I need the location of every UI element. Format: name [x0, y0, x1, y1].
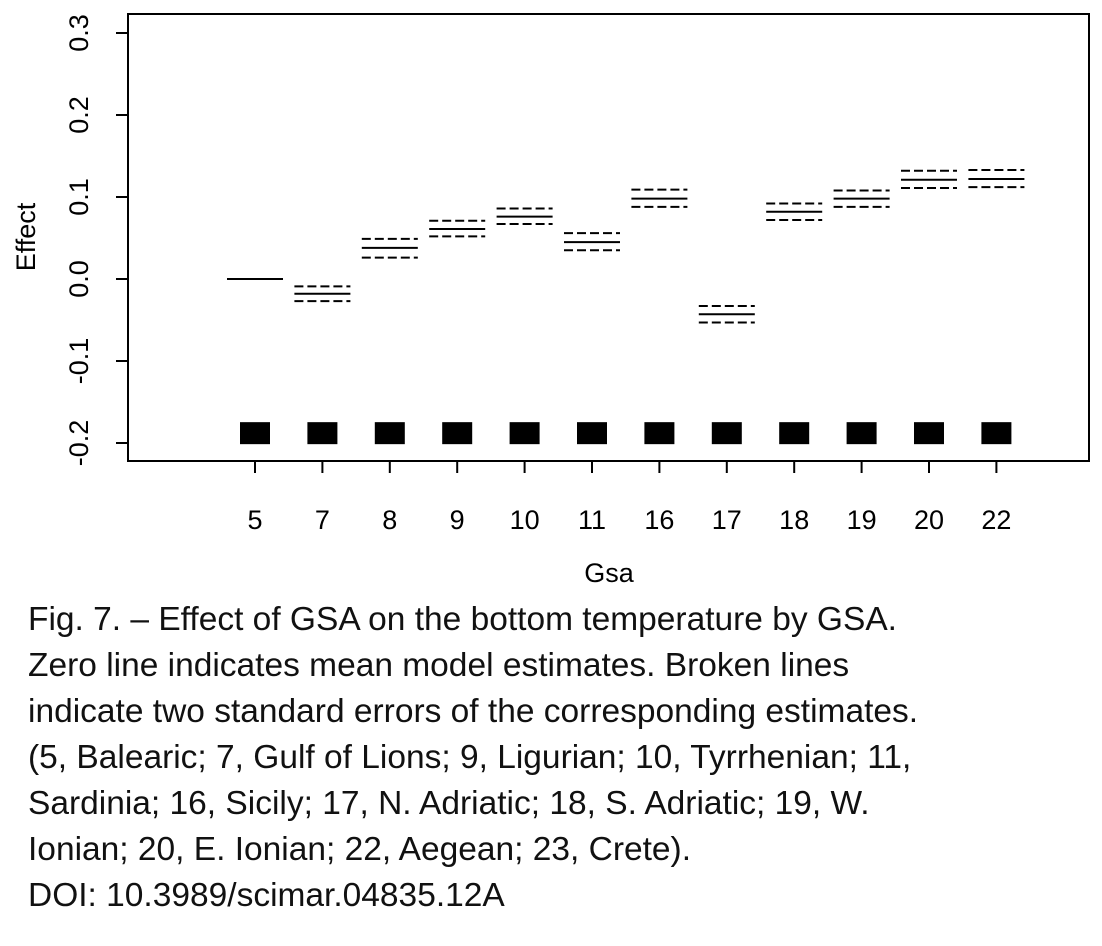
rug-block	[914, 422, 944, 445]
caption-line: Ionian; 20, E. Ionian; 22, Aegean; 23, C…	[28, 831, 692, 868]
y-axis-label: Effect	[11, 202, 41, 271]
rug-block	[779, 422, 810, 445]
rug-block	[711, 422, 742, 445]
y-tick-label: 0.0	[64, 260, 94, 298]
x-axis: 5 7 8 9 10 11 16 17 18 19 20 22	[247, 461, 1011, 535]
x-tick-label: 9	[450, 505, 465, 535]
x-tick-label: 20	[914, 505, 944, 535]
x-tick-label: 18	[779, 505, 809, 535]
y-tick-label: 0.2	[64, 96, 94, 134]
y-tick-label: -0.1	[64, 338, 94, 385]
caption-line: Zero line indicates mean model estimates…	[28, 647, 850, 684]
x-tick-label: 10	[510, 505, 540, 535]
caption-line: Sardinia; 16, Sicily; 17, N. Adriatic; 1…	[28, 785, 870, 822]
chart: -0.2 -0.1 0.0 0.1 0.2 0.3 5 7 8 9 10 11 16 17 18 19 20 2…	[11, 13, 1090, 588]
rug-block	[981, 422, 1012, 445]
x-tick-label: 16	[644, 505, 674, 535]
y-tick-label: 0.3	[64, 14, 94, 52]
x-tick-label: 8	[382, 505, 397, 535]
x-tick-label: 5	[247, 505, 262, 535]
x-tick-label: 17	[712, 505, 742, 535]
caption-line: Fig. 7. – Effect of GSA on the bottom te…	[28, 601, 897, 638]
x-tick-label: 11	[578, 505, 606, 535]
rug-block	[509, 422, 540, 445]
x-axis-label: Gsa	[584, 558, 635, 588]
caption-line: DOI: 10.3989/scimar.04835.12A	[28, 877, 505, 914]
x-tick-label: 22	[981, 505, 1011, 535]
caption-line: indicate two standard errors of the corr…	[28, 693, 919, 730]
rug-block	[240, 422, 270, 445]
rug-block	[307, 422, 338, 445]
plot-frame	[127, 13, 1090, 462]
y-axis: -0.2 -0.1 0.0 0.1 0.2 0.3	[64, 14, 128, 466]
rug-block	[442, 422, 473, 445]
rug-block	[644, 422, 675, 445]
figure-caption: Fig. 7. – Effect of GSA on the bottom te…	[28, 597, 1088, 919]
rug-block	[846, 422, 877, 445]
x-tick-label: 7	[315, 505, 330, 535]
effect-marks	[227, 168, 1025, 324]
x-tick-label: 19	[847, 505, 877, 535]
y-tick-label: 0.1	[64, 178, 94, 216]
rug-block	[374, 422, 405, 445]
rug-marks	[240, 422, 1012, 445]
caption-line: (5, Balearic; 7, Gulf of Lions; 9, Ligur…	[28, 739, 912, 776]
y-tick-label: -0.2	[64, 420, 94, 467]
rug-block	[577, 422, 607, 445]
